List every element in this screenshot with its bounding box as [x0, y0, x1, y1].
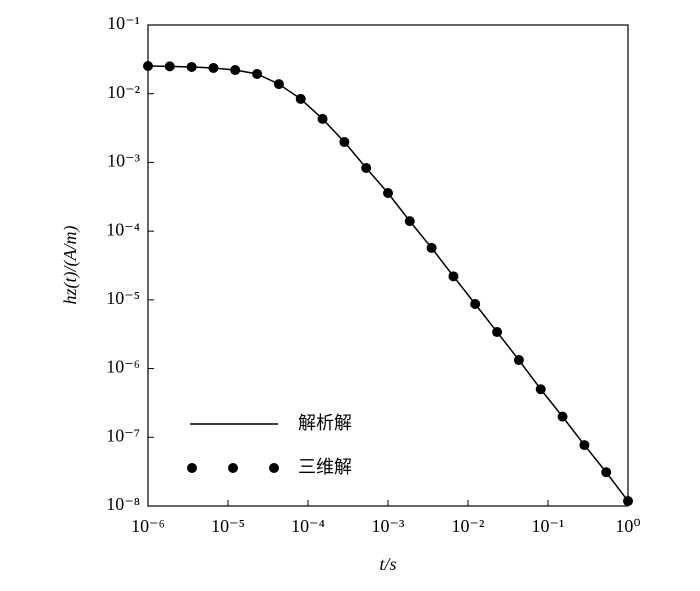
data-point — [579, 440, 590, 451]
data-point — [557, 411, 568, 422]
data-point — [164, 61, 175, 72]
y-tick-label: 10⁻⁴ — [106, 219, 140, 239]
data-point — [404, 216, 415, 227]
data-point — [448, 271, 459, 282]
legend-label: 解析解 — [298, 413, 352, 434]
x-tick-label: 10⁻² — [452, 516, 485, 536]
x-tick-label: 10⁻¹ — [532, 516, 565, 536]
y-tick-label: 10⁻⁵ — [106, 288, 140, 308]
data-point — [470, 299, 481, 310]
data-point — [230, 65, 241, 76]
data-point — [361, 162, 372, 173]
data-point — [339, 137, 350, 148]
x-tick-label: 10⁻⁵ — [211, 516, 245, 536]
plot-frame — [147, 24, 629, 507]
x-tick-label: 10⁻⁴ — [291, 516, 325, 536]
legend-marker — [228, 463, 238, 473]
data-point — [492, 327, 503, 338]
y-tick-label: 10⁻¹ — [107, 13, 140, 33]
data-point — [143, 61, 153, 72]
data-point — [513, 355, 524, 366]
data-point — [383, 187, 393, 198]
y-tick-label: 10⁻² — [107, 82, 140, 102]
x-tick-label: 10⁻⁶ — [131, 516, 165, 536]
y-tick-label: 10⁻⁷ — [106, 425, 140, 445]
data-point — [186, 61, 197, 72]
x-tick-label: 10⁰ — [615, 516, 640, 536]
y-tick-label: 10⁻⁶ — [106, 357, 140, 377]
legend-marker — [187, 463, 197, 473]
data-point — [623, 496, 633, 507]
x-axis-label: t/s — [379, 554, 396, 574]
legend-marker — [269, 463, 279, 473]
x-tick-label: 10⁻³ — [372, 516, 406, 536]
data-point — [317, 113, 328, 124]
data-point — [426, 242, 437, 253]
y-tick-label: 10⁻³ — [107, 151, 141, 171]
data-point — [252, 68, 263, 79]
y-axis-label: hz(t)/(A/m) — [60, 226, 81, 305]
data-point — [273, 79, 284, 90]
legend-label: 三维解 — [298, 457, 352, 478]
data-point — [601, 467, 612, 478]
data-point — [535, 384, 546, 395]
data-point — [208, 62, 219, 73]
series-line — [147, 65, 629, 502]
y-tick-label: 10⁻⁸ — [106, 494, 140, 514]
data-point — [295, 93, 306, 104]
